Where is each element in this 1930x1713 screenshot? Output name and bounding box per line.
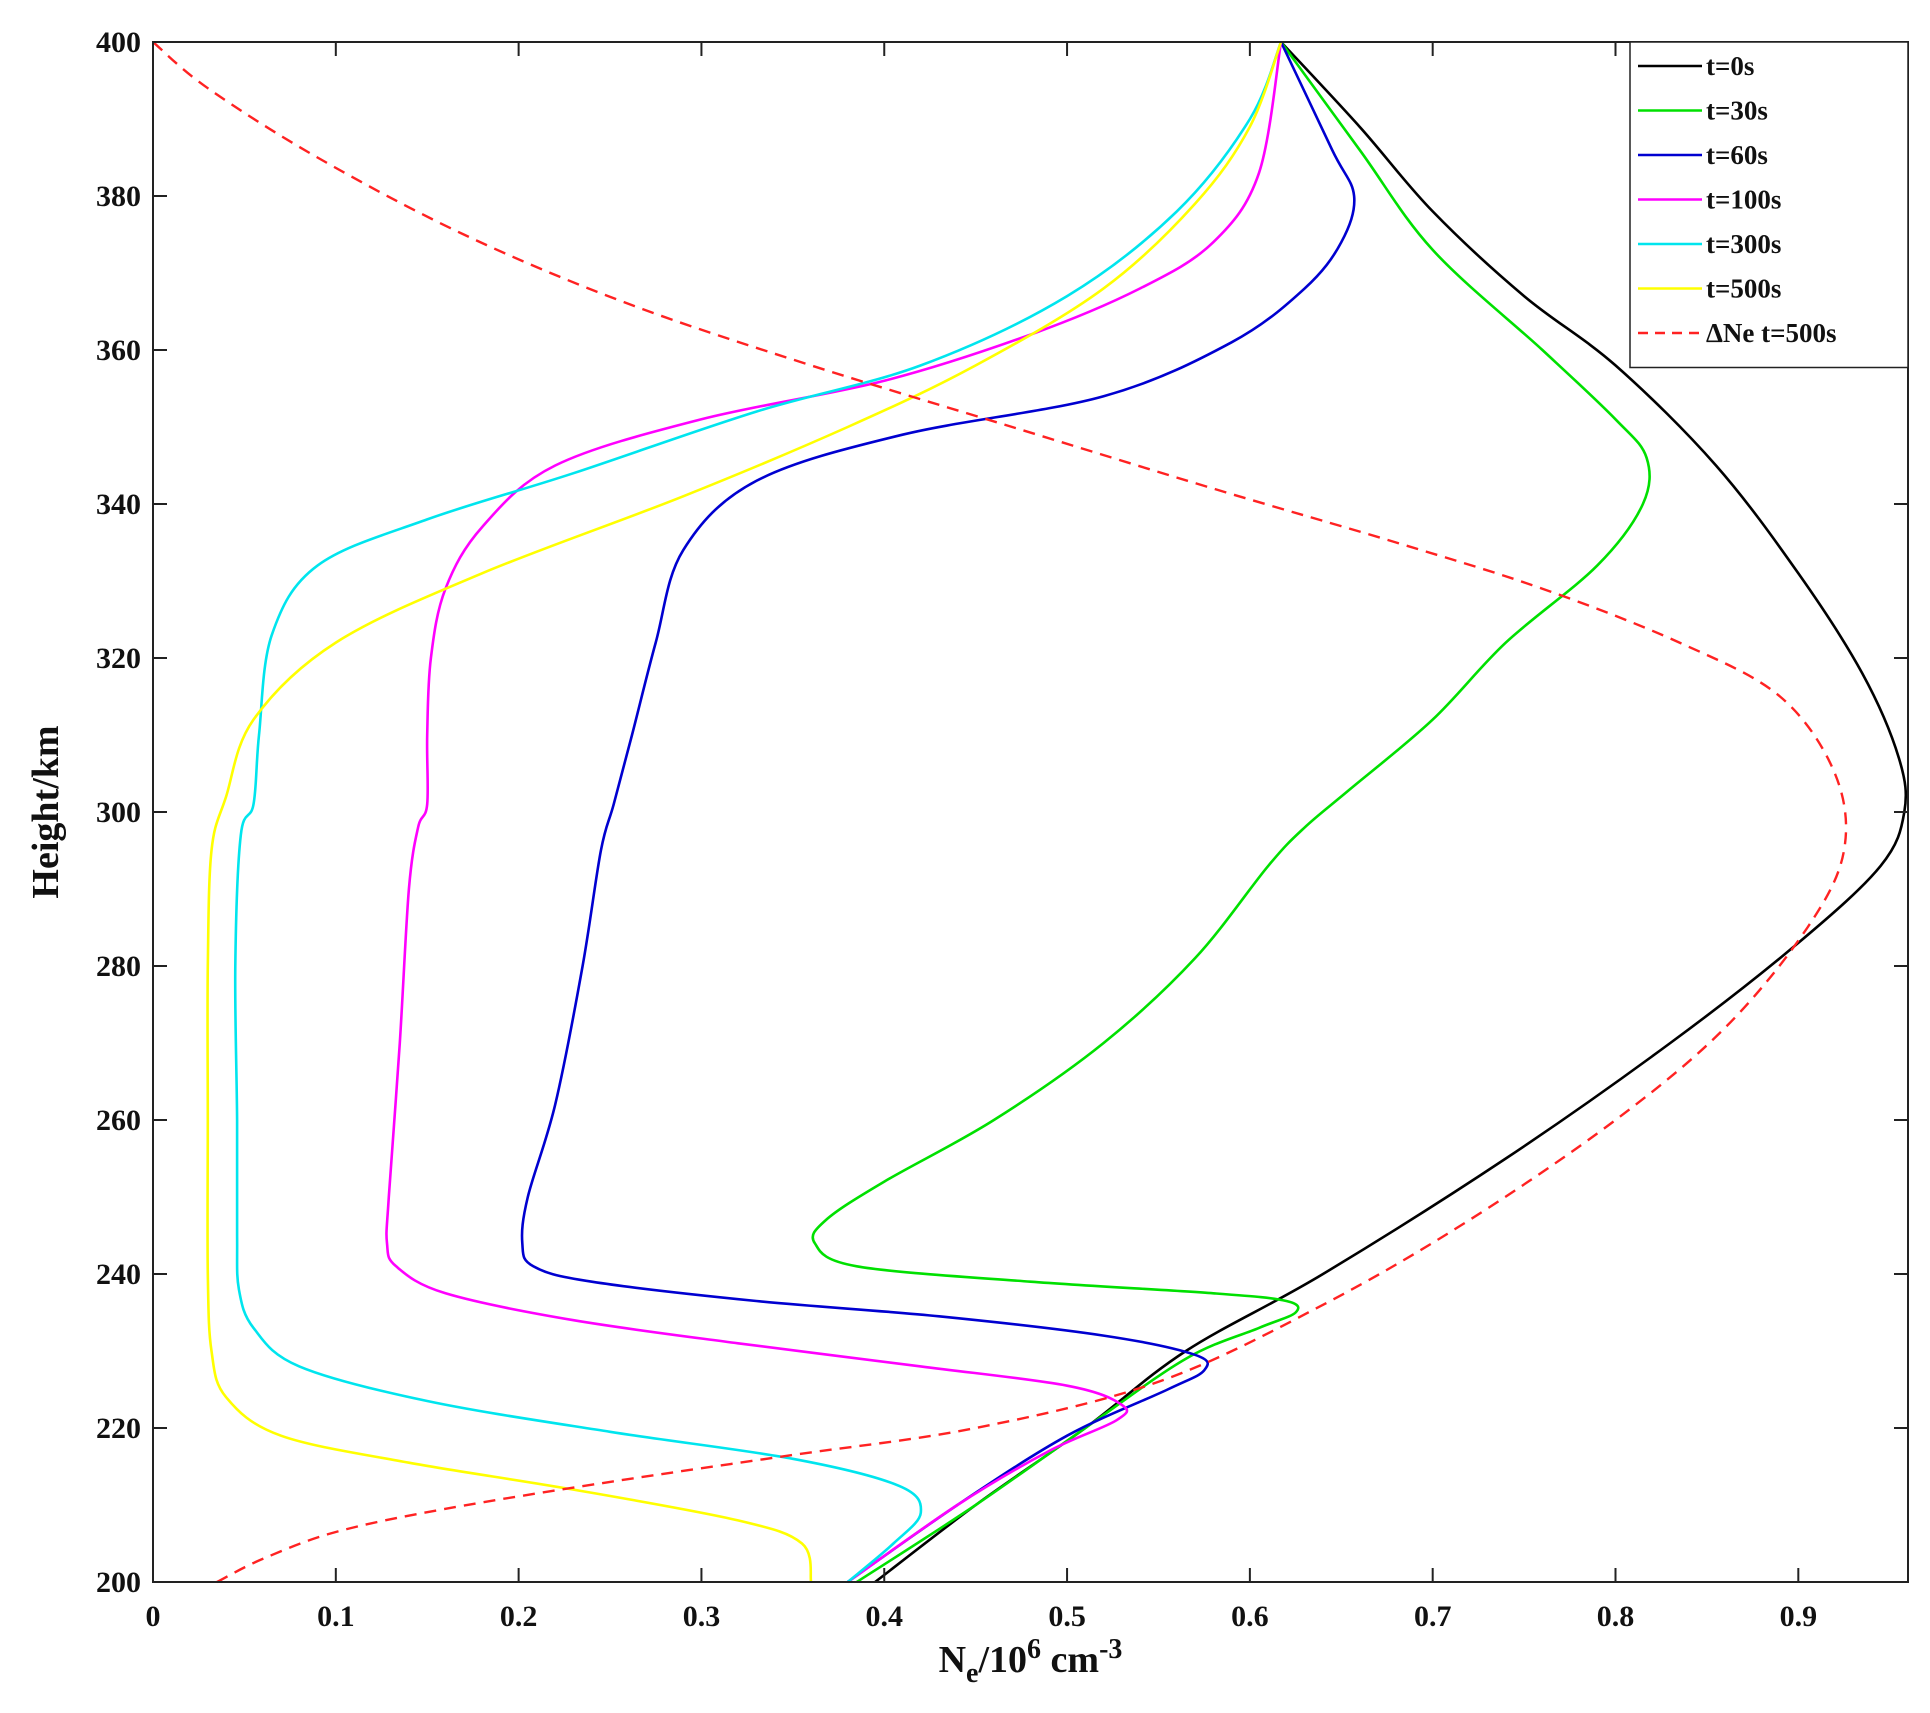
legend-box (1629, 41, 1909, 369)
series-line-2 (520, 41, 1356, 1584)
y-tick-label: 200 (96, 1566, 141, 1599)
y-axis-label: Height/km (25, 725, 67, 898)
legend-label: t=100s (1706, 185, 1781, 215)
x-tick-label: 0.3 (683, 1600, 721, 1633)
legend-label: t=300s (1706, 229, 1781, 259)
y-tick-label: 400 (96, 26, 141, 59)
legend-label: t=500s (1706, 274, 1781, 304)
x-tick-label: 0.8 (1597, 1600, 1635, 1633)
y-tick-label: 240 (96, 1258, 141, 1291)
x-tick-label: 0.5 (1048, 1600, 1086, 1633)
x-axis: 0 0.1 0.2 0.3 0.4 0.5 0.6 0.7 0.8 0.9 (146, 42, 1818, 1633)
x-tick-label: 0.6 (1231, 1600, 1269, 1633)
y-tick-label: 280 (96, 950, 141, 983)
y-tick-label: 320 (96, 642, 141, 675)
y-tick-label: 260 (96, 1104, 141, 1137)
x-axis-label: Ne/106 cm-3 (939, 1634, 1123, 1689)
y-tick-label: 360 (96, 334, 141, 367)
x-tick-label: 0.2 (500, 1600, 538, 1633)
legend-label: ΔNe t=500s (1706, 318, 1837, 348)
legend-label: t=30s (1706, 96, 1768, 126)
x-tick-label: 0 (146, 1600, 161, 1633)
series-line-3 (385, 41, 1283, 1584)
y-tick-label: 380 (96, 180, 141, 213)
series-line-4 (233, 41, 1283, 1583)
series-line-5 (206, 41, 1283, 1583)
y-tick-label: 300 (96, 796, 141, 829)
series-layer (152, 41, 1908, 1584)
x-tick-label: 0.1 (317, 1600, 355, 1633)
y-tick-label: 340 (96, 488, 141, 521)
x-tick-label: 0.9 (1780, 1600, 1818, 1633)
series-line-6 (152, 41, 1848, 1584)
x-tick-label: 0.7 (1414, 1600, 1452, 1633)
legend-label: t=0s (1706, 51, 1754, 81)
legend-label: t=60s (1706, 140, 1768, 170)
series-line-1 (811, 41, 1651, 1584)
x-tick-label: 0.4 (866, 1600, 904, 1633)
legend: t=0s t=30s t=60s t=100s t=300s t=500s ΔNe t=50… (1629, 41, 1909, 369)
y-tick-label: 220 (96, 1412, 141, 1445)
y-axis: 200 220 240 260 280 300 320 340 360 380 400 (96, 26, 1908, 1599)
